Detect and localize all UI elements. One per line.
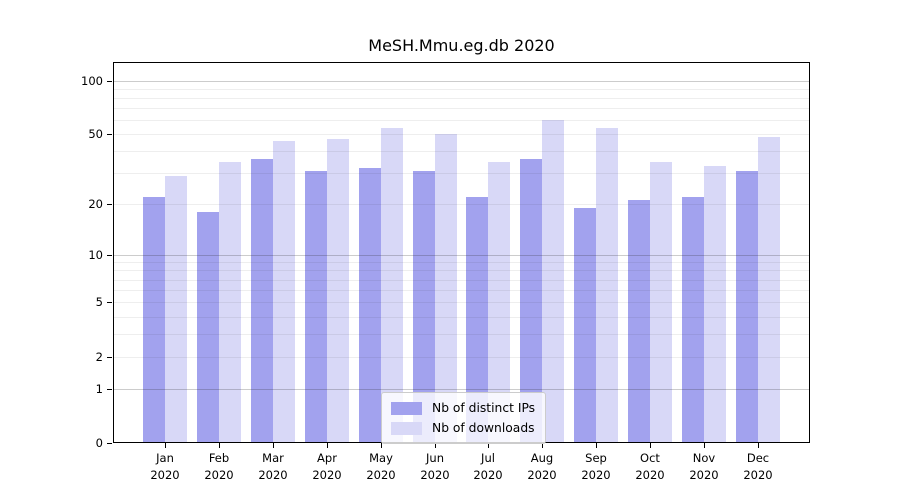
plot-area xyxy=(113,62,810,443)
gridline-20 xyxy=(113,204,810,205)
gridline-8 xyxy=(113,270,810,271)
x-tick-mark-may xyxy=(381,443,382,448)
legend-label-downloads: Nb of downloads xyxy=(432,421,535,435)
y-tick-mark-0 xyxy=(107,443,112,444)
bar-downloads-jan xyxy=(165,176,187,442)
x-tick-label-mar: Mar 2020 xyxy=(258,451,288,482)
gridline-60 xyxy=(113,120,810,121)
bar-downloads-dec xyxy=(758,137,780,442)
bar-distinct-ips-aug xyxy=(520,159,542,442)
x-tick-label-may: May 2020 xyxy=(366,451,396,482)
legend-swatch-downloads xyxy=(391,421,422,435)
bar-distinct-ips-feb xyxy=(197,212,219,442)
gridline-70 xyxy=(113,108,810,109)
y-tick-mark-2 xyxy=(107,357,112,358)
bar-distinct-ips-sep xyxy=(574,208,596,442)
bar-downloads-apr xyxy=(327,139,349,442)
legend-row-downloads: Nb of downloads xyxy=(391,418,535,438)
legend-swatch-distinct-ips xyxy=(391,401,422,415)
gridline-5 xyxy=(113,302,810,303)
bar-distinct-ips-jan xyxy=(143,197,165,442)
y-tick-mark-100 xyxy=(107,81,112,82)
y-tick-label-100: 100 xyxy=(81,74,103,88)
x-tick-mark-aug xyxy=(542,443,543,448)
x-tick-label-oct: Oct 2020 xyxy=(635,451,665,482)
bar-downloads-mar xyxy=(273,141,295,442)
y-tick-label-1: 1 xyxy=(95,382,103,396)
y-tick-mark-5 xyxy=(107,302,112,303)
y-tick-label-10: 10 xyxy=(88,248,103,262)
x-tick-label-feb: Feb 2020 xyxy=(204,451,234,482)
bar-distinct-ips-jun xyxy=(413,171,435,442)
x-tick-mark-nov xyxy=(704,443,705,448)
legend-row-distinct-ips: Nb of distinct IPs xyxy=(391,398,535,418)
gridline-4 xyxy=(113,317,810,318)
x-tick-label-sep: Sep 2020 xyxy=(581,451,611,482)
x-tick-mark-dec xyxy=(758,443,759,448)
bar-downloads-sep xyxy=(596,128,618,442)
x-tick-label-jan: Jan 2020 xyxy=(150,451,180,482)
y-tick-mark-20 xyxy=(107,204,112,205)
x-tick-mark-sep xyxy=(596,443,597,448)
bar-distinct-ips-dec xyxy=(736,171,758,442)
bar-distinct-ips-oct xyxy=(628,200,650,442)
gridline-6 xyxy=(113,290,810,291)
x-tick-label-nov: Nov 2020 xyxy=(689,451,719,482)
y-tick-label-50: 50 xyxy=(88,127,103,141)
bar-distinct-ips-apr xyxy=(305,171,327,442)
legend-label-distinct-ips: Nb of distinct IPs xyxy=(432,401,536,415)
x-tick-label-dec: Dec 2020 xyxy=(743,451,773,482)
gridline-7 xyxy=(113,280,810,281)
x-tick-mark-jan xyxy=(165,443,166,448)
gridline-50 xyxy=(113,134,810,135)
gridline-10 xyxy=(113,255,810,256)
bar-downloads-nov xyxy=(704,166,726,442)
x-tick-mark-oct xyxy=(650,443,651,448)
bar-downloads-aug xyxy=(542,120,564,442)
bar-distinct-ips-jul xyxy=(466,197,488,442)
y-tick-label-20: 20 xyxy=(88,197,103,211)
legend: Nb of distinct IPs Nb of downloads xyxy=(381,392,547,444)
y-tick-label-2: 2 xyxy=(95,350,103,364)
x-tick-mark-jul xyxy=(488,443,489,448)
gridline-90 xyxy=(113,89,810,90)
x-tick-mark-feb xyxy=(219,443,220,448)
gridline-80 xyxy=(113,98,810,99)
x-tick-mark-jun xyxy=(435,443,436,448)
gridline-30 xyxy=(113,173,810,174)
gridline-40 xyxy=(113,151,810,152)
bar-downloads-oct xyxy=(650,162,672,442)
bar-downloads-jul xyxy=(488,162,510,442)
y-tick-label-0: 0 xyxy=(95,436,103,450)
x-tick-label-jun: Jun 2020 xyxy=(420,451,450,482)
bar-downloads-may xyxy=(381,128,403,442)
y-tick-label-5: 5 xyxy=(95,295,103,309)
gridline-3 xyxy=(113,334,810,335)
gridline-100 xyxy=(113,81,810,82)
bar-distinct-ips-mar xyxy=(251,159,273,442)
chart-title: MeSH.Mmu.eg.db 2020 xyxy=(368,36,555,55)
x-tick-label-jul: Jul 2020 xyxy=(473,451,503,482)
bar-downloads-jun xyxy=(435,134,457,442)
x-tick-label-apr: Apr 2020 xyxy=(312,451,342,482)
y-tick-mark-50 xyxy=(107,134,112,135)
bar-downloads-feb xyxy=(219,162,241,442)
y-tick-mark-1 xyxy=(107,389,112,390)
gridline-1 xyxy=(113,389,810,390)
y-tick-mark-10 xyxy=(107,255,112,256)
x-tick-mark-mar xyxy=(273,443,274,448)
gridline-9 xyxy=(113,262,810,263)
bar-distinct-ips-may xyxy=(359,168,381,442)
gridline-2 xyxy=(113,357,810,358)
x-tick-mark-apr xyxy=(327,443,328,448)
bar-distinct-ips-nov xyxy=(682,197,704,442)
x-tick-label-aug: Aug 2020 xyxy=(527,451,557,482)
